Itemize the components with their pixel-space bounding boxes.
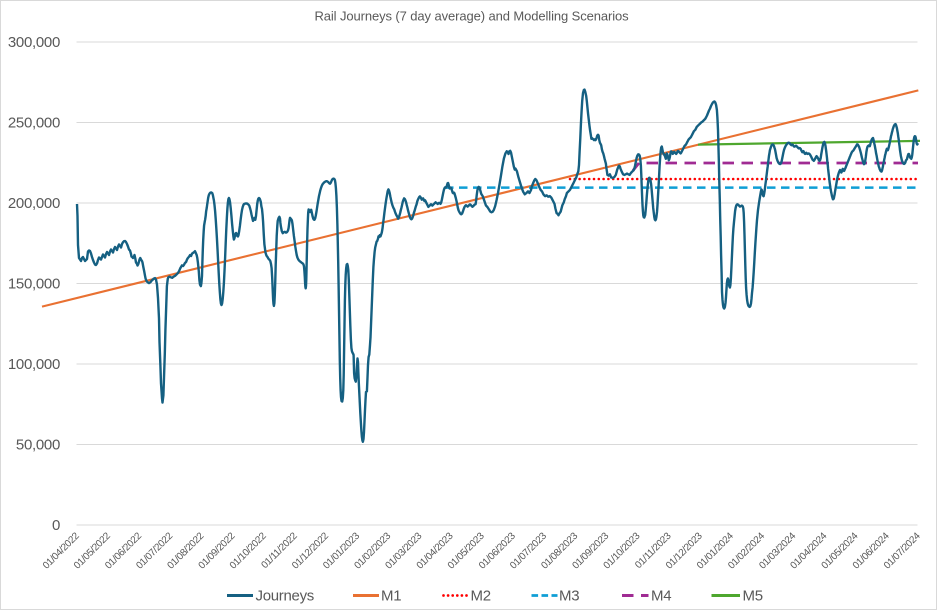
svg-text:M3: M3	[559, 588, 579, 605]
svg-text:M1: M1	[381, 588, 401, 605]
svg-text:M5: M5	[743, 588, 763, 605]
svg-text:M2: M2	[471, 588, 491, 605]
svg-text:250,000: 250,000	[8, 115, 60, 132]
svg-text:Rail Journeys (7 day average): Rail Journeys (7 day average) and Modell…	[314, 9, 629, 24]
svg-text:300,000: 300,000	[8, 34, 60, 51]
svg-text:M4: M4	[651, 588, 671, 605]
svg-text:Journeys: Journeys	[256, 588, 314, 605]
svg-text:50,000: 50,000	[16, 437, 60, 454]
svg-text:100,000: 100,000	[8, 356, 60, 373]
svg-text:200,000: 200,000	[8, 195, 60, 212]
svg-text:150,000: 150,000	[8, 276, 60, 293]
svg-text:0: 0	[52, 517, 60, 534]
